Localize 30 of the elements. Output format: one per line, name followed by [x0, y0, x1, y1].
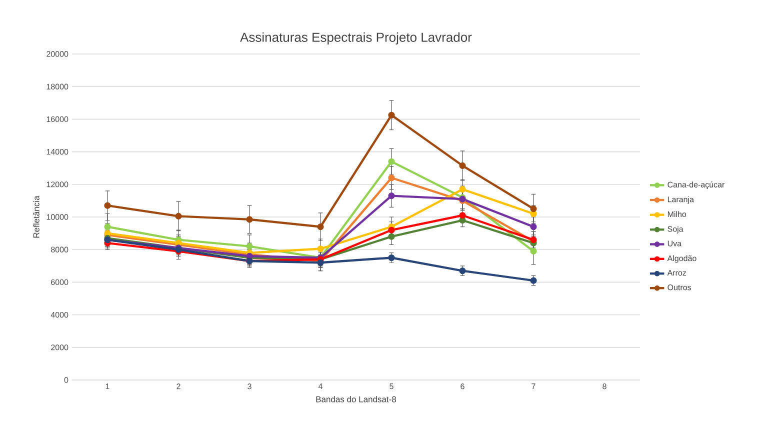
y-tick-label: 20000 — [46, 51, 68, 57]
legend-label: Uva — [668, 240, 682, 246]
y-tick-label: 10000 — [46, 214, 68, 220]
legend-label: Laranja — [668, 196, 694, 204]
y-tick-label: 14000 — [46, 148, 68, 155]
y-tick-label: 4000 — [50, 312, 68, 318]
x-axis-title: Bandas do Landsat-8 — [316, 396, 396, 402]
legend-label: Arroz — [667, 270, 686, 276]
y-tick-label: 2000 — [51, 344, 68, 350]
y-tick-label: 8000 — [51, 246, 68, 252]
x-tick-label: 1 — [106, 384, 110, 390]
x-tick-label: 4 — [318, 384, 322, 390]
legend-label: Soja — [668, 226, 684, 234]
y-tick-label: 0 — [64, 377, 68, 383]
x-tick-label: 3 — [248, 384, 252, 390]
legend-label: Cana-de-açúcar — [668, 181, 725, 190]
x-tick-label: 8 — [602, 384, 606, 390]
y-tick-label: 16000 — [46, 116, 68, 122]
legend-label: Outros — [668, 284, 692, 290]
legend-label: Milho — [668, 211, 686, 218]
y-tick-label: 12000 — [46, 182, 68, 188]
y-axis-title: Refletância — [33, 196, 40, 238]
x-tick-label: 7 — [532, 384, 536, 390]
y-tick-label: 6000 — [51, 279, 68, 286]
x-tick-label: 5 — [390, 384, 394, 390]
x-tick-label: 6 — [460, 384, 464, 390]
chart-title: Assinaturas Espectrais Projeto Lavrador — [240, 32, 472, 44]
x-tick-label: 2 — [176, 384, 180, 390]
legend-label: Algodão — [667, 255, 696, 263]
y-tick-label: 18000 — [46, 84, 68, 90]
